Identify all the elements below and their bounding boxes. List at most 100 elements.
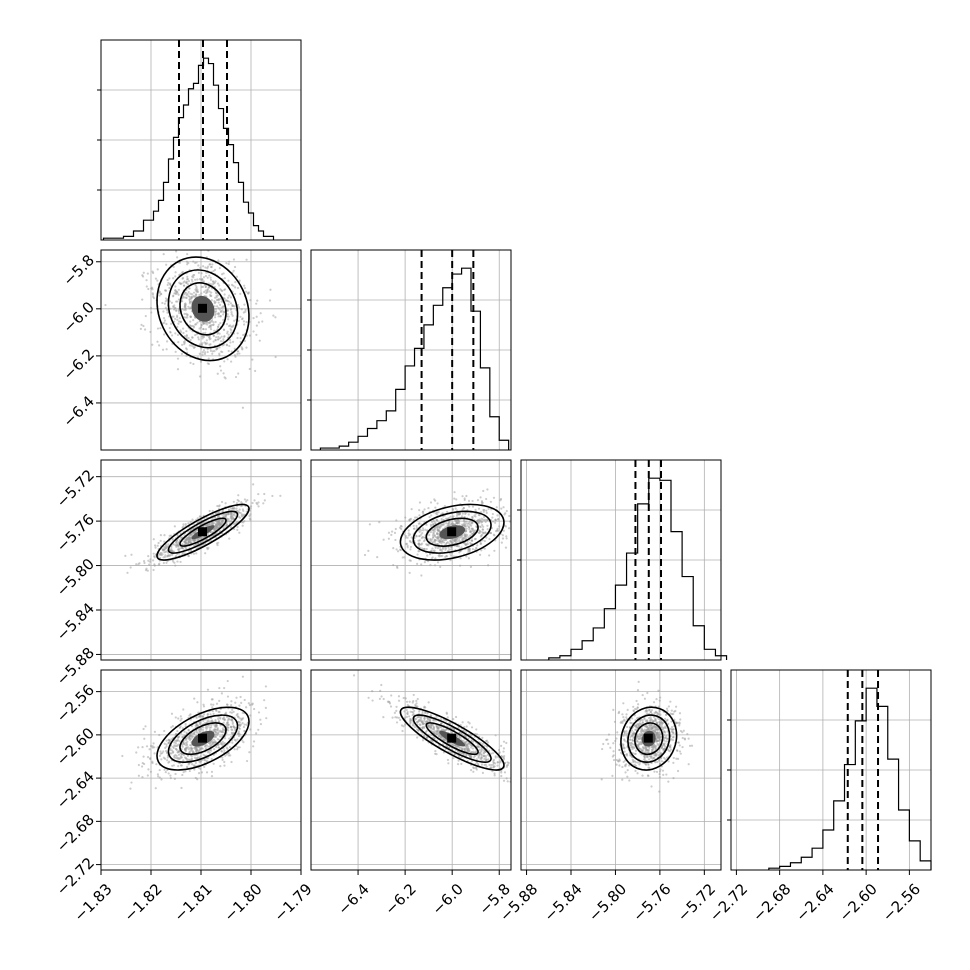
sample-point bbox=[394, 527, 397, 531]
sample-point bbox=[505, 535, 508, 538]
sample-point bbox=[214, 310, 218, 313]
sample-point bbox=[252, 745, 255, 748]
sample-point bbox=[161, 348, 165, 351]
sample-point bbox=[513, 524, 515, 526]
sample-point bbox=[143, 737, 146, 740]
sample-point bbox=[171, 764, 174, 767]
sample-point bbox=[430, 538, 434, 541]
sample-point bbox=[409, 548, 412, 551]
density-level bbox=[399, 706, 505, 771]
sample-point bbox=[508, 520, 511, 523]
sample-point bbox=[164, 300, 167, 303]
sample-point bbox=[217, 301, 220, 304]
sample-point bbox=[188, 297, 191, 301]
sample-point bbox=[159, 244, 161, 246]
sample-point bbox=[465, 740, 468, 743]
sample-point bbox=[234, 739, 237, 742]
sample-point bbox=[235, 507, 238, 510]
sample-point bbox=[485, 497, 488, 501]
sample-point bbox=[255, 324, 258, 327]
sample-point bbox=[437, 529, 441, 532]
sample-point bbox=[496, 529, 499, 532]
sample-point bbox=[149, 558, 152, 561]
sample-point bbox=[177, 717, 180, 720]
sample-point bbox=[210, 703, 213, 706]
sample-point bbox=[201, 728, 205, 732]
sample-point bbox=[184, 770, 187, 773]
sample-point bbox=[421, 726, 424, 729]
sample-point bbox=[502, 758, 506, 761]
sample-point bbox=[218, 267, 221, 270]
sample-point bbox=[194, 284, 197, 287]
sample-point bbox=[417, 710, 421, 713]
sample-point bbox=[443, 505, 446, 508]
sample-point bbox=[404, 534, 408, 538]
sample-point bbox=[493, 772, 496, 775]
sample-point bbox=[429, 531, 432, 534]
sample-point bbox=[451, 516, 455, 519]
sample-point bbox=[198, 756, 201, 759]
sample-point bbox=[170, 322, 173, 325]
sample-point bbox=[229, 525, 232, 529]
sample-point bbox=[188, 769, 191, 773]
sample-point bbox=[183, 335, 187, 338]
sample-point bbox=[214, 740, 217, 743]
sample-point bbox=[433, 549, 436, 552]
sample-point bbox=[482, 508, 485, 512]
sample-point bbox=[197, 264, 200, 267]
sample-point bbox=[188, 738, 192, 742]
sample-point bbox=[190, 344, 193, 347]
sample-point bbox=[185, 260, 189, 263]
sample-point bbox=[165, 348, 168, 351]
sample-point bbox=[453, 537, 457, 541]
sample-point bbox=[179, 764, 183, 767]
sample-point bbox=[176, 729, 179, 733]
sample-point bbox=[501, 534, 504, 537]
sample-point bbox=[206, 362, 209, 365]
sample-point bbox=[485, 739, 489, 742]
density-level bbox=[167, 714, 239, 763]
sample-point bbox=[231, 303, 234, 307]
sample-point bbox=[257, 728, 260, 731]
sample-point bbox=[379, 689, 382, 692]
histogram-outline bbox=[319, 267, 510, 450]
sample-point bbox=[229, 341, 232, 344]
sample-point bbox=[367, 549, 370, 552]
sample-point bbox=[223, 293, 226, 296]
sample-point bbox=[232, 258, 236, 261]
sample-point bbox=[492, 763, 495, 767]
sample-point bbox=[421, 527, 425, 530]
sample-point bbox=[209, 349, 212, 352]
sample-point bbox=[236, 525, 239, 529]
sample-point bbox=[213, 748, 216, 751]
sample-point bbox=[217, 746, 221, 749]
sample-point bbox=[207, 326, 211, 329]
sample-point bbox=[217, 717, 220, 721]
sample-point bbox=[222, 372, 225, 375]
sample-point bbox=[184, 242, 186, 244]
sample-point bbox=[237, 726, 241, 730]
sample-point bbox=[230, 520, 233, 523]
sample-point bbox=[178, 317, 181, 320]
sample-point bbox=[415, 699, 418, 702]
sample-point bbox=[163, 757, 167, 760]
sample-point bbox=[236, 715, 240, 718]
sample-point bbox=[202, 234, 204, 236]
sample-point bbox=[488, 537, 491, 541]
sample-point bbox=[129, 787, 132, 790]
sample-point bbox=[465, 555, 468, 558]
sample-point bbox=[454, 507, 457, 510]
sample-point bbox=[173, 525, 176, 528]
sample-point bbox=[427, 701, 430, 704]
sample-point bbox=[212, 738, 215, 741]
sample-point bbox=[471, 527, 474, 531]
sample-point bbox=[415, 516, 419, 519]
sample-point bbox=[433, 564, 437, 567]
sample-point bbox=[231, 719, 234, 722]
sample-point bbox=[421, 531, 424, 535]
panel-frame bbox=[520, 459, 722, 661]
sample-point bbox=[241, 717, 245, 720]
sample-point bbox=[166, 340, 169, 343]
sample-point bbox=[210, 320, 213, 323]
sample-point bbox=[142, 271, 145, 274]
